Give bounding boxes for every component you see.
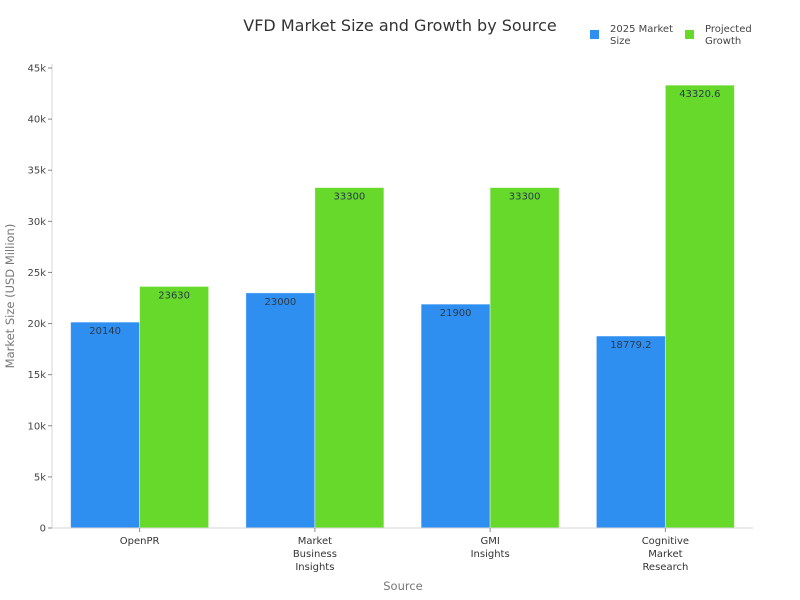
y-tick-label: 10k xyxy=(27,421,46,432)
y-tick-label: 15k xyxy=(27,370,46,381)
x-tick-label: Cognitive Market Research xyxy=(642,536,689,573)
y-tick-label: 20k xyxy=(27,319,46,330)
bar-projected-growth xyxy=(139,286,210,529)
bar-market-size xyxy=(245,292,316,529)
legend: 2025 Market Size Projected Growth xyxy=(590,24,752,47)
data-label: 23000 xyxy=(264,297,296,308)
y-tick-label: 35k xyxy=(27,166,46,177)
data-label: 18779.2 xyxy=(610,340,651,351)
y-tick-label: 30k xyxy=(27,217,46,228)
legend-label: 2025 Market Size xyxy=(610,24,673,47)
data-label: 43320.6 xyxy=(679,89,720,100)
x-tick-label: OpenPR xyxy=(120,536,160,547)
bar-projected-growth xyxy=(489,187,560,529)
y-tick-label: 25k xyxy=(27,268,46,279)
y-tick-label: 5k xyxy=(34,472,46,483)
legend-label: Projected Growth xyxy=(705,24,752,47)
data-label: 33300 xyxy=(333,192,365,203)
chart-title: VFD Market Size and Growth by Source xyxy=(243,16,556,35)
y-tick-label: 0 xyxy=(40,524,46,535)
data-label: 21900 xyxy=(440,308,472,319)
bar-market-size xyxy=(70,321,141,529)
y-axis-title: Market Size (USD Million) xyxy=(3,224,17,369)
legend-swatch xyxy=(685,30,694,39)
data-label: 23630 xyxy=(158,290,190,301)
data-label: 33300 xyxy=(509,192,541,203)
bar-projected-growth xyxy=(664,84,735,529)
x-tick-label: Market Business Insights xyxy=(293,536,337,573)
data-label: 20140 xyxy=(89,326,121,337)
legend-item-market-size: 2025 Market Size xyxy=(590,24,673,47)
bar-projected-growth xyxy=(314,187,385,529)
bar-market-size xyxy=(595,335,666,529)
x-axis: OpenPR Market Business Insights GMI Insights C… xyxy=(52,527,753,573)
y-tick-label: 40k xyxy=(27,115,46,126)
x-axis-title: Source xyxy=(383,579,423,593)
legend-swatch xyxy=(590,30,599,39)
legend-item-projected-growth: Projected Growth xyxy=(685,24,752,47)
y-axis: 0 5k 10k 15k 20k 25k 30k 35k 40k 45k xyxy=(27,64,53,535)
y-tick-label: 45k xyxy=(27,64,46,75)
bar-market-size xyxy=(420,303,491,529)
x-tick-label: GMI Insights xyxy=(471,536,510,560)
bars: 20140 23630 23000 33300 21900 33300 18779.2 433… xyxy=(70,84,735,529)
